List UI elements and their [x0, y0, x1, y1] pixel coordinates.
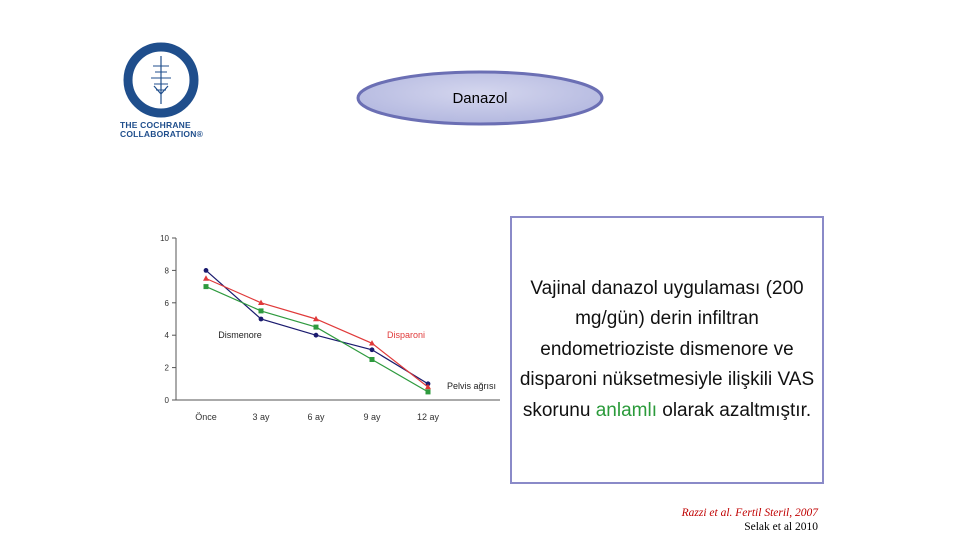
title-pill: [356, 70, 604, 126]
x-tick-label: 9 ay: [363, 412, 381, 422]
point-pelvis: [258, 308, 264, 314]
description-part1: Vajinal danazol uygulaması (200 mg/gün) …: [519, 277, 815, 421]
x-tick-label: Önce: [195, 412, 217, 422]
description-highlight: anlamlı: [595, 399, 657, 421]
x-tick-label: 3 ay: [252, 412, 270, 422]
point-dismenore: [313, 332, 319, 338]
y-tick-label: 8: [165, 266, 170, 275]
y-tick-label: 6: [165, 299, 170, 308]
slide-title: Danazol: [452, 89, 508, 107]
y-tick-label: 0: [165, 396, 170, 405]
y-tick-label: 4: [165, 331, 170, 340]
description-text: Vajinal danazol uygulaması (200 mg/gün) …: [512, 274, 822, 427]
point-dismenore: [369, 347, 375, 353]
point-dismenore: [258, 316, 264, 322]
point-pelvis: [425, 389, 431, 395]
series-label: Pelvis ağrısı: [447, 381, 496, 391]
description-box: Vajinal danazol uygulaması (200 mg/gün) …: [510, 216, 824, 484]
citation-line2: Selak et al 2010: [744, 521, 818, 533]
cochrane-logo-icon: [123, 42, 199, 118]
logo-text-line1: THE COCHRANE: [120, 120, 191, 130]
y-tick-label: 2: [165, 364, 170, 373]
description-part2: olarak azaltmıştır.: [656, 399, 812, 421]
citation: Razzi et al. Fertil Steril, 2007 Selak e…: [682, 506, 818, 534]
point-dismenore: [425, 381, 431, 387]
point-disparoni: [369, 340, 375, 346]
series-label: Dismenore: [218, 330, 262, 340]
logo-text-line2: COLLABORATION®: [120, 129, 204, 139]
logo-text: THE COCHRANE COLLABORATION®: [120, 121, 203, 139]
series-label: Disparoni: [387, 330, 425, 340]
point-disparoni: [258, 299, 264, 305]
citation-line1: Razzi et al. Fertil Steril, 2007: [681, 507, 818, 519]
point-pelvis: [203, 284, 209, 290]
vas-score-chart: 0 2 4 6 8 10 Önce 3 ay 6 ay 9 ay 12 ay Dismenore Dis…: [160, 234, 500, 422]
x-tick-label: 6 ay: [307, 412, 325, 422]
point-disparoni: [313, 315, 319, 322]
y-tick-label: 10: [160, 234, 169, 243]
point-pelvis: [369, 357, 375, 362]
point-pelvis: [313, 324, 319, 330]
point-disparoni: [203, 275, 209, 281]
point-dismenore: [203, 268, 209, 273]
x-tick-label: 12 ay: [417, 412, 440, 422]
point-disparoni: [425, 383, 431, 390]
